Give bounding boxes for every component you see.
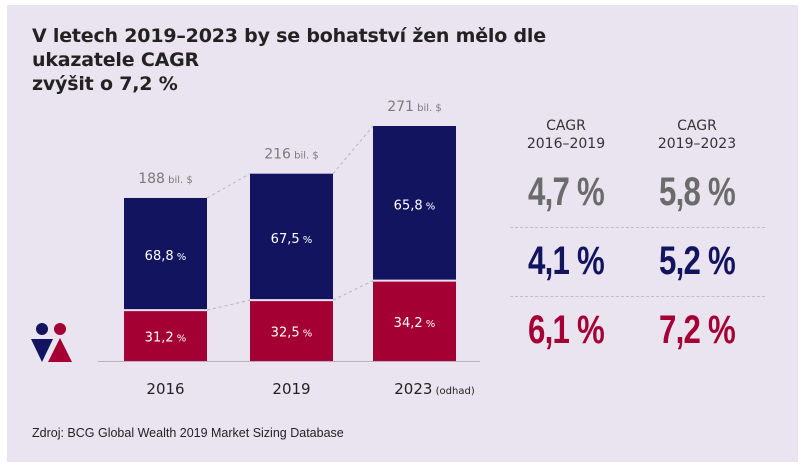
cagr-header-label: CAGR xyxy=(546,118,586,134)
bar-segment-men-2019 xyxy=(250,173,333,300)
connector-women xyxy=(206,299,251,311)
bar-segment-women-2016 xyxy=(124,311,207,361)
source-note: Zdroj: BCG Global Wealth 2019 Market Siz… xyxy=(32,426,344,440)
x-tick-label: 2023 (odhad) xyxy=(394,380,475,398)
cagr-value-celkem-2016-2019: 4,7 % xyxy=(528,170,605,214)
data-label-men: 68,8 % xyxy=(145,249,187,264)
cagr-divider xyxy=(510,296,765,297)
data-label-women: 34,2 % xyxy=(394,316,436,331)
cagr-divider xyxy=(510,227,765,228)
cagr-value-muži-2016-2019: 4,1 % xyxy=(528,239,605,283)
bar-segment-men-2023 xyxy=(373,126,456,280)
connector-total xyxy=(206,173,251,199)
cagr-value-ženy-2016-2019: 6,1 % xyxy=(528,308,605,352)
bar-segment-women-2019 xyxy=(250,301,333,361)
bar-segment-women-2023 xyxy=(373,281,456,361)
title-line-1: V letech 2019–2023 by se bohatství žen m… xyxy=(32,25,546,71)
cagr-value-celkem-2019-2023: 5,8 % xyxy=(659,170,736,214)
title-line-2: zvýšit o 7,2 % xyxy=(32,73,178,95)
connector-total xyxy=(332,125,374,175)
x-tick-label: 2016 xyxy=(146,380,184,398)
total-label: 216 bil. $ xyxy=(264,147,319,163)
total-label: 271 bil. $ xyxy=(387,99,442,115)
women-men-icon xyxy=(30,322,74,368)
bar-segment-men-2016 xyxy=(124,197,207,310)
connector-women xyxy=(332,280,374,301)
cagr-value-muži-2019-2023: 5,2 % xyxy=(659,239,736,283)
data-label-men: 67,5 % xyxy=(271,232,313,247)
x-tick-label: 2019 xyxy=(272,380,310,398)
data-label-men: 65,8 % xyxy=(394,198,436,213)
chart-title: V letech 2019–2023 by se bohatství žen m… xyxy=(32,24,632,96)
cagr-header-2016-2019: CAGR 2016–2019 xyxy=(511,117,621,153)
cagr-value-ženy-2019-2023: 7,2 % xyxy=(659,308,736,352)
cagr-header-period: 2019–2023 xyxy=(657,136,737,152)
cagr-header-2019-2023: CAGR 2019–2023 xyxy=(642,117,752,153)
cagr-header-period: 2016–2019 xyxy=(526,136,606,152)
data-label-women: 32,5 % xyxy=(271,326,313,341)
cagr-header-label: CAGR xyxy=(677,118,717,134)
data-label-women: 31,2 % xyxy=(145,331,187,346)
total-label: 188 bil. $ xyxy=(138,171,193,187)
